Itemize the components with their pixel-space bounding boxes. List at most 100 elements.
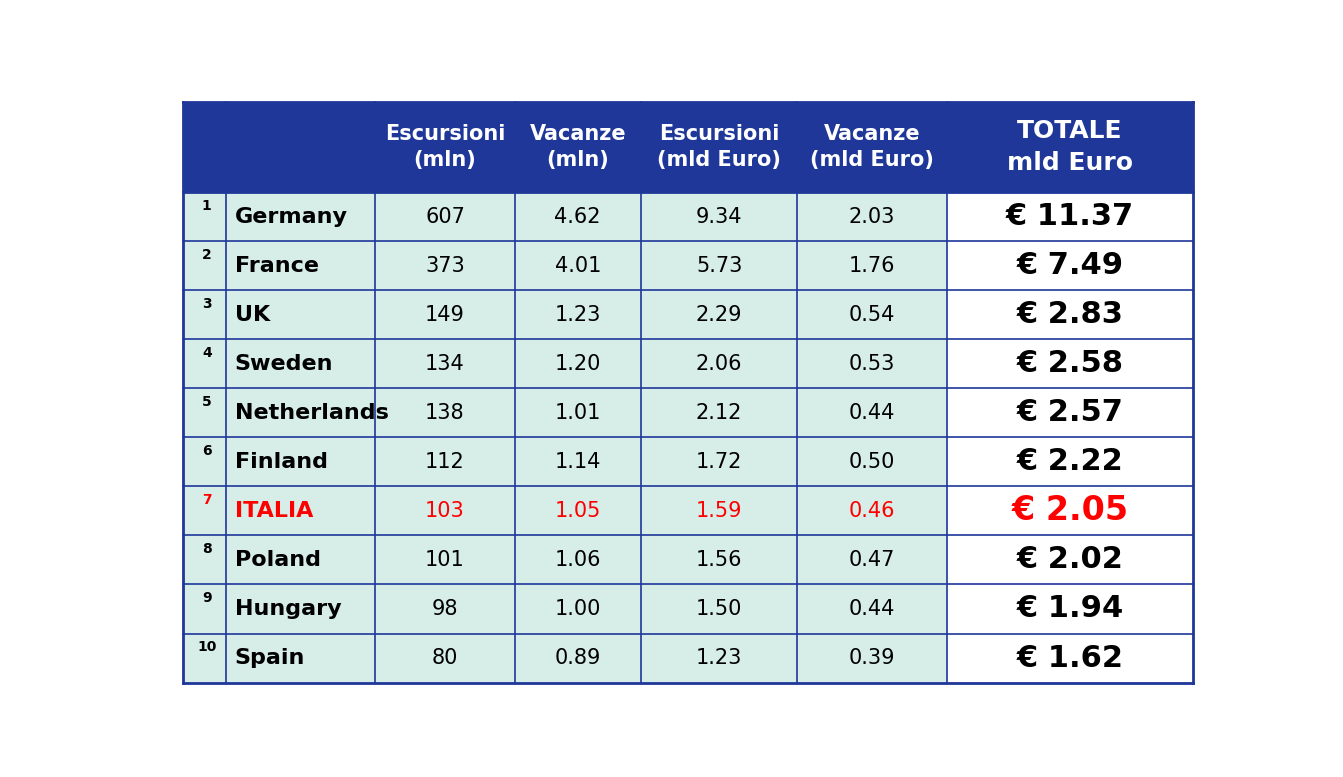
Bar — [226, 633, 375, 682]
Text: € 2.83: € 2.83 — [1017, 300, 1123, 329]
Bar — [798, 486, 947, 535]
Bar — [514, 535, 641, 584]
Bar — [514, 486, 641, 535]
Text: Sweden: Sweden — [235, 354, 333, 374]
Bar — [375, 584, 514, 633]
Text: 103: 103 — [426, 501, 465, 521]
Text: France: France — [235, 256, 318, 276]
Text: Vacanze
(mld Euro): Vacanze (mld Euro) — [810, 124, 933, 170]
Bar — [798, 388, 947, 437]
Text: Finland: Finland — [235, 452, 328, 472]
Text: 1.20: 1.20 — [555, 354, 600, 374]
Bar — [375, 340, 514, 388]
Bar — [375, 437, 514, 486]
Text: 4: 4 — [201, 346, 212, 360]
Bar — [798, 291, 947, 340]
Text: € 7.49: € 7.49 — [1017, 251, 1124, 280]
Text: 10: 10 — [197, 640, 216, 654]
Text: 607: 607 — [424, 207, 465, 227]
Text: € 2.57: € 2.57 — [1017, 399, 1123, 427]
Bar — [226, 192, 375, 241]
Bar — [226, 340, 375, 388]
Text: 0.44: 0.44 — [849, 402, 896, 423]
Bar — [184, 584, 226, 633]
Bar — [226, 103, 375, 192]
Bar — [947, 192, 1193, 241]
Text: Vacanze
(mln): Vacanze (mln) — [529, 124, 626, 170]
Text: 1.72: 1.72 — [696, 452, 743, 472]
Text: 4.62: 4.62 — [555, 207, 600, 227]
Text: Escursioni
(mld Euro): Escursioni (mld Euro) — [657, 124, 782, 170]
Text: Spain: Spain — [235, 648, 305, 668]
Bar — [641, 340, 798, 388]
Bar — [514, 192, 641, 241]
Text: Hungary: Hungary — [235, 599, 341, 619]
Bar — [947, 103, 1193, 192]
Text: 2.06: 2.06 — [696, 354, 743, 374]
Text: 98: 98 — [431, 599, 458, 619]
Text: 80: 80 — [432, 648, 458, 668]
Bar — [514, 340, 641, 388]
Bar — [375, 633, 514, 682]
Bar — [184, 291, 226, 340]
Bar — [798, 340, 947, 388]
Bar — [798, 535, 947, 584]
Bar — [947, 437, 1193, 486]
Bar — [514, 388, 641, 437]
Bar — [641, 192, 798, 241]
Bar — [641, 437, 798, 486]
Bar — [514, 584, 641, 633]
Bar — [184, 535, 226, 584]
Text: 0.47: 0.47 — [849, 550, 896, 570]
Text: 0.54: 0.54 — [849, 305, 896, 325]
Text: 373: 373 — [426, 256, 465, 276]
Text: 112: 112 — [426, 452, 465, 472]
Text: 2: 2 — [201, 248, 212, 262]
Text: 1.06: 1.06 — [555, 550, 600, 570]
Bar — [375, 388, 514, 437]
Bar — [641, 486, 798, 535]
Text: 1.23: 1.23 — [696, 648, 743, 668]
Text: TOTALE
mld Euro: TOTALE mld Euro — [1007, 120, 1133, 175]
Bar — [641, 633, 798, 682]
Bar — [184, 103, 226, 192]
Bar — [947, 291, 1193, 340]
Text: € 2.05: € 2.05 — [1011, 494, 1128, 528]
Text: 1.14: 1.14 — [555, 452, 600, 472]
Bar — [798, 584, 947, 633]
Text: Poland: Poland — [235, 550, 321, 570]
Text: 134: 134 — [426, 354, 465, 374]
Bar — [184, 241, 226, 291]
Text: € 2.58: € 2.58 — [1017, 350, 1123, 378]
Bar — [226, 437, 375, 486]
Bar — [375, 192, 514, 241]
Text: 3: 3 — [201, 297, 212, 311]
Bar — [184, 388, 226, 437]
Bar — [226, 241, 375, 291]
Text: 0.46: 0.46 — [849, 501, 896, 521]
Text: 2.29: 2.29 — [696, 305, 743, 325]
Bar — [226, 388, 375, 437]
Bar — [226, 535, 375, 584]
Text: 1.23: 1.23 — [555, 305, 600, 325]
Bar — [798, 103, 947, 192]
Bar — [514, 291, 641, 340]
Text: 1: 1 — [201, 199, 212, 213]
Bar — [375, 241, 514, 291]
Bar — [184, 437, 226, 486]
Text: € 1.62: € 1.62 — [1017, 643, 1123, 673]
Text: 149: 149 — [424, 305, 465, 325]
Text: 2.03: 2.03 — [849, 207, 896, 227]
Text: Netherlands: Netherlands — [235, 402, 388, 423]
Bar — [947, 584, 1193, 633]
Text: 0.50: 0.50 — [849, 452, 896, 472]
Bar — [798, 633, 947, 682]
Bar — [184, 486, 226, 535]
Text: 0.39: 0.39 — [849, 648, 896, 668]
Text: € 2.22: € 2.22 — [1017, 448, 1123, 476]
Bar — [514, 103, 641, 192]
Text: 101: 101 — [426, 550, 465, 570]
Bar — [947, 633, 1193, 682]
Text: € 2.02: € 2.02 — [1017, 545, 1123, 574]
Text: ITALIA: ITALIA — [235, 501, 313, 521]
